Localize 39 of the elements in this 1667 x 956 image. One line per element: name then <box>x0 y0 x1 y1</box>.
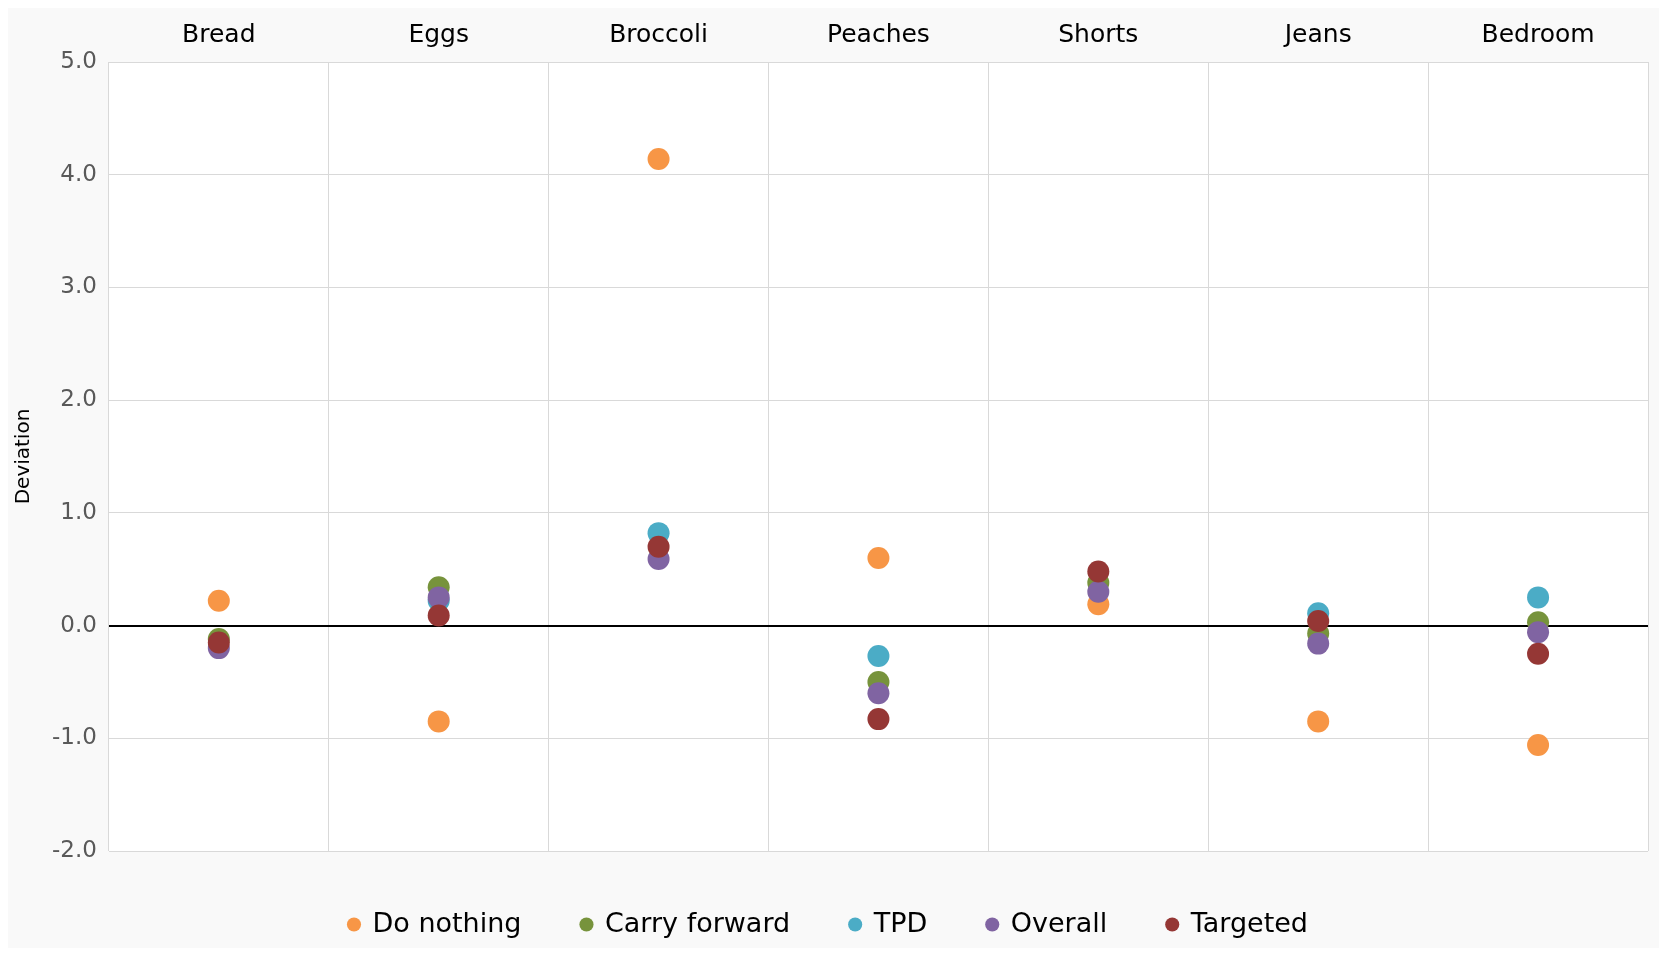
point <box>1307 632 1330 655</box>
point <box>867 546 890 569</box>
legend-label: Targeted <box>1189 906 1309 938</box>
y-tick-label: 5.0 <box>60 46 97 73</box>
point <box>1527 586 1550 609</box>
legend-label: TPD <box>872 906 928 938</box>
legend-label: Overall <box>1010 906 1108 938</box>
x-tick-label: Bread <box>182 18 256 48</box>
point <box>1527 621 1550 644</box>
point <box>867 708 890 731</box>
x-tick-label: Bedroom <box>1481 18 1595 48</box>
x-tick-label: Jeans <box>1282 18 1352 48</box>
point <box>647 147 670 170</box>
x-tick-label: Shorts <box>1058 18 1139 48</box>
point <box>1087 580 1110 603</box>
point <box>207 589 230 612</box>
y-tick-label: -2.0 <box>51 835 97 862</box>
x-tick-label: Broccoli <box>609 18 708 48</box>
y-tick-label: -1.0 <box>51 723 97 750</box>
point <box>647 535 670 558</box>
legend-label: Do nothing <box>372 906 522 938</box>
point <box>1527 734 1550 757</box>
y-tick-label: 3.0 <box>60 272 97 299</box>
point <box>1087 560 1110 583</box>
legend-label: Carry forward <box>604 906 791 938</box>
point <box>867 682 890 705</box>
x-tick-label: Peaches <box>826 18 930 48</box>
y-axis-title: Deviation <box>10 408 35 505</box>
point <box>427 604 450 627</box>
y-tick-label: 0.0 <box>60 610 97 637</box>
point <box>1307 710 1330 733</box>
point <box>427 710 450 733</box>
y-tick-label: 1.0 <box>60 497 97 524</box>
x-tick-label: Eggs <box>408 18 469 48</box>
point <box>1527 642 1550 665</box>
point <box>867 645 890 667</box>
point <box>1307 610 1330 633</box>
y-tick-label: 2.0 <box>60 385 97 412</box>
y-tick-label: 4.0 <box>60 159 97 186</box>
